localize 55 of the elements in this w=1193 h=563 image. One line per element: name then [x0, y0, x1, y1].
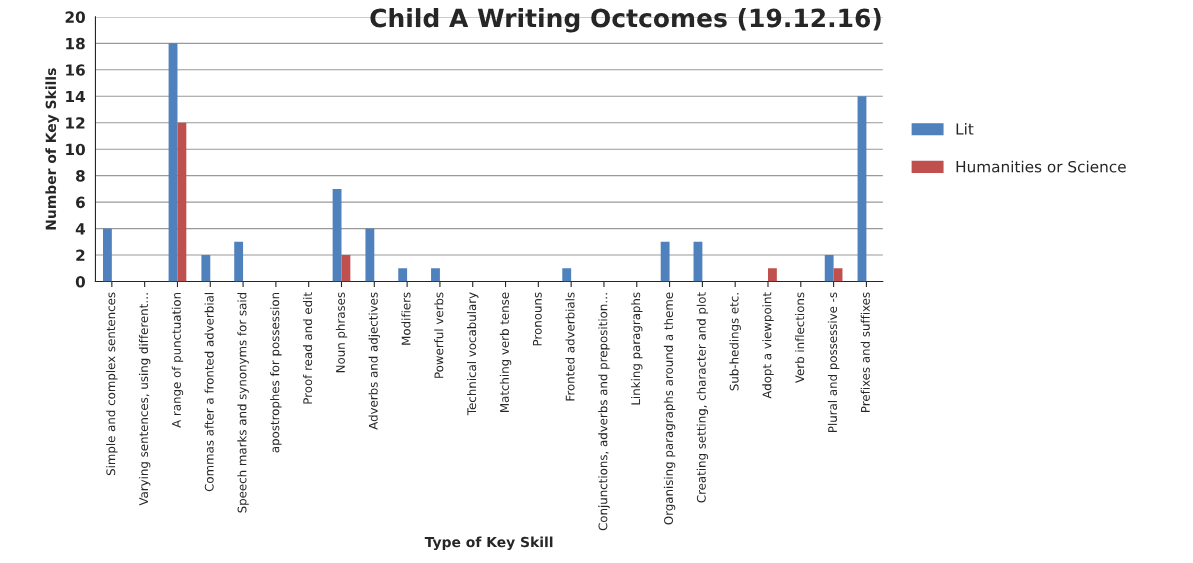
- x-tick-label: Verb inflections: [795, 292, 805, 384]
- x-tick-label: Prefixes and suffixes: [860, 292, 870, 412]
- y-tick-label: 16: [66, 64, 85, 76]
- bar: [824, 255, 834, 282]
- bar: [431, 268, 440, 282]
- x-tick-label: Pronouns: [532, 292, 542, 346]
- bar: [102, 228, 112, 282]
- bar: [341, 255, 351, 282]
- y-tick-label: 20: [65, 11, 85, 23]
- x-tick-label: Technical vocabulary: [467, 292, 479, 416]
- x-tick-label: Creating setting, character and plot: [696, 292, 709, 503]
- x-tick-label: Organising paragraphs around a theme: [663, 292, 676, 525]
- bar: [201, 255, 211, 282]
- bar: [660, 241, 670, 282]
- x-tick-label: Powerful verbs: [434, 292, 444, 378]
- y-tick-label: 8: [76, 170, 85, 182]
- bar: [767, 268, 777, 282]
- y-tick-label: 4: [75, 223, 86, 235]
- x-tick-label: Commas after a fronted adverbial: [204, 293, 214, 492]
- bar: [562, 268, 572, 282]
- y-tick-label: 6: [76, 196, 85, 209]
- x-tick-label: Modifiers: [401, 292, 411, 345]
- bar: [234, 241, 244, 282]
- x-tick-label: Varying sentences, using different…: [138, 293, 151, 506]
- bar: [857, 96, 867, 282]
- y-tick-label: 2: [76, 249, 85, 261]
- bar: [365, 228, 375, 282]
- bar: [332, 188, 342, 282]
- x-tick-label: Simple and complex sentences: [106, 292, 118, 476]
- y-tick-label: 14: [66, 90, 86, 103]
- x-tick-label: Fronted adverbials: [565, 292, 575, 401]
- bar: [398, 268, 408, 282]
- x-tick-label: Proof read and edit: [302, 292, 313, 404]
- x-tick-label: apostrophes for possession: [270, 292, 282, 453]
- x-tick-label: Sub-hedings etc.: [729, 293, 741, 391]
- x-tick-label: A range of punctuation: [171, 292, 184, 428]
- legend-label: Lit: [956, 122, 974, 135]
- x-axis-title: Type of Key Skill: [424, 536, 553, 551]
- y-tick-label: 18: [66, 37, 85, 50]
- y-tick-label: 0: [75, 275, 85, 288]
- y-axis-title: Number of Key Skills: [45, 68, 59, 230]
- x-tick-label: Conjunctions, adverbs and preposition…: [598, 293, 610, 531]
- x-tick-label: Adverbs and adjectives: [368, 292, 381, 430]
- x-tick-label: Noun phrases: [335, 292, 348, 373]
- x-tick-label: Adopt a viewpoint: [762, 292, 774, 399]
- y-tick-label: 12: [66, 117, 85, 129]
- chart-title: Child A Writing Octcomes (19.12.16): [370, 8, 881, 33]
- x-tick-label: Linking paragraphs: [631, 292, 643, 405]
- legend-label: Humanities or Science: [956, 160, 1126, 173]
- x-tick-label: Plural and possessive -s: [827, 292, 840, 432]
- x-tick-label: Speech marks and synonyms for said: [237, 292, 249, 513]
- x-tick-label: Matching verb tense: [499, 292, 512, 412]
- y-tick-label: 10: [66, 143, 85, 156]
- bar: [177, 122, 187, 282]
- bar: [168, 43, 178, 282]
